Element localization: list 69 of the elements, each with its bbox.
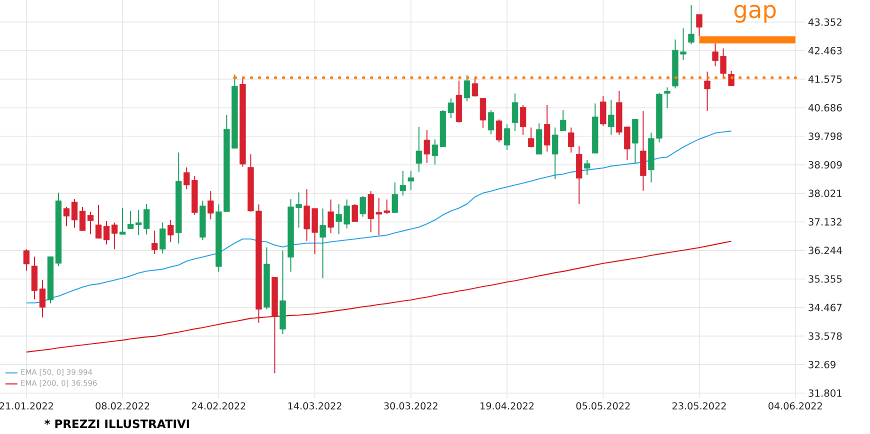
x-tick-label: 30.03.2022	[384, 402, 438, 410]
candlestick	[688, 4, 694, 45]
candlestick	[448, 98, 454, 119]
y-tick-label: 36.244	[808, 246, 842, 254]
candlestick	[480, 98, 486, 128]
annotation: gap	[734, 4, 776, 23]
candlestick	[87, 211, 94, 235]
y-tick-label: 38.021	[808, 190, 842, 198]
candlestick	[408, 170, 414, 191]
x-tick-label: 23.05.2022	[672, 402, 726, 410]
candlestick	[208, 190, 214, 220]
candlestick	[528, 127, 534, 148]
candlestick	[544, 104, 550, 152]
candlestick	[608, 99, 614, 136]
candlestick	[328, 198, 334, 234]
candlestick	[392, 182, 398, 214]
x-tick-label: 08.02.2022	[96, 402, 150, 410]
y-tick-label: 41.575	[808, 76, 842, 83]
candlestick	[424, 130, 430, 164]
candlestick	[664, 86, 670, 109]
text: * PREZZI ILLUSTRATIVI	[44, 419, 190, 428]
candlestick	[472, 78, 478, 98]
candlestick	[488, 110, 494, 135]
candlestick	[464, 74, 470, 102]
candlestick	[23, 248, 30, 272]
x-tick-label: 21.01.2022	[0, 402, 53, 410]
candlestick	[320, 208, 326, 279]
candlestick	[360, 195, 366, 218]
x-tick-label: 04.06.2022	[768, 402, 822, 410]
x-tick-label: 14.03.2022	[288, 402, 342, 410]
candlestick	[400, 170, 406, 196]
candlestick	[39, 280, 46, 318]
candlestick	[416, 126, 422, 172]
candlestick	[600, 96, 606, 126]
candlestick	[152, 230, 158, 255]
candlestick	[103, 220, 110, 245]
candlestick	[560, 110, 566, 132]
x-tick-label: 19.04.2022	[480, 402, 534, 410]
candlestick	[95, 204, 102, 239]
y-tick-label: 35.355	[808, 275, 842, 283]
x-tick-label: 24.02.2022	[192, 402, 246, 410]
y-tick-label: 37.132	[808, 218, 842, 226]
y-tick-label: 38.909	[808, 161, 842, 169]
y-tick-label: 31.801	[808, 389, 842, 397]
y-tick-label: 43.352	[808, 18, 842, 26]
candlestick	[71, 198, 78, 228]
candlestick	[520, 104, 526, 136]
candlestick	[79, 206, 86, 232]
candlestick	[63, 206, 70, 227]
y-tick-label: 39.798	[808, 132, 842, 140]
candlestick	[568, 127, 574, 154]
candlestick	[496, 118, 502, 143]
candlestick	[552, 127, 558, 180]
candlestick	[160, 222, 166, 254]
candlestick	[512, 92, 518, 132]
candlestick	[168, 220, 174, 242]
candlestick	[119, 207, 126, 235]
y-tick-label: 33.578	[808, 332, 842, 340]
candlestick	[111, 222, 118, 250]
candlestick	[704, 71, 710, 112]
candlestick	[696, 14, 702, 36]
y-tick-label: 40.686	[808, 104, 842, 112]
y-tick-label: 42.463	[808, 46, 842, 54]
y-tick-label: 32.69	[808, 360, 836, 368]
y-tick-label: 34.467	[808, 304, 842, 312]
candlestick	[504, 124, 510, 150]
x-tick-label: 05.05.2022	[576, 402, 630, 410]
candlestick	[352, 203, 358, 222]
candlestick	[584, 159, 590, 176]
